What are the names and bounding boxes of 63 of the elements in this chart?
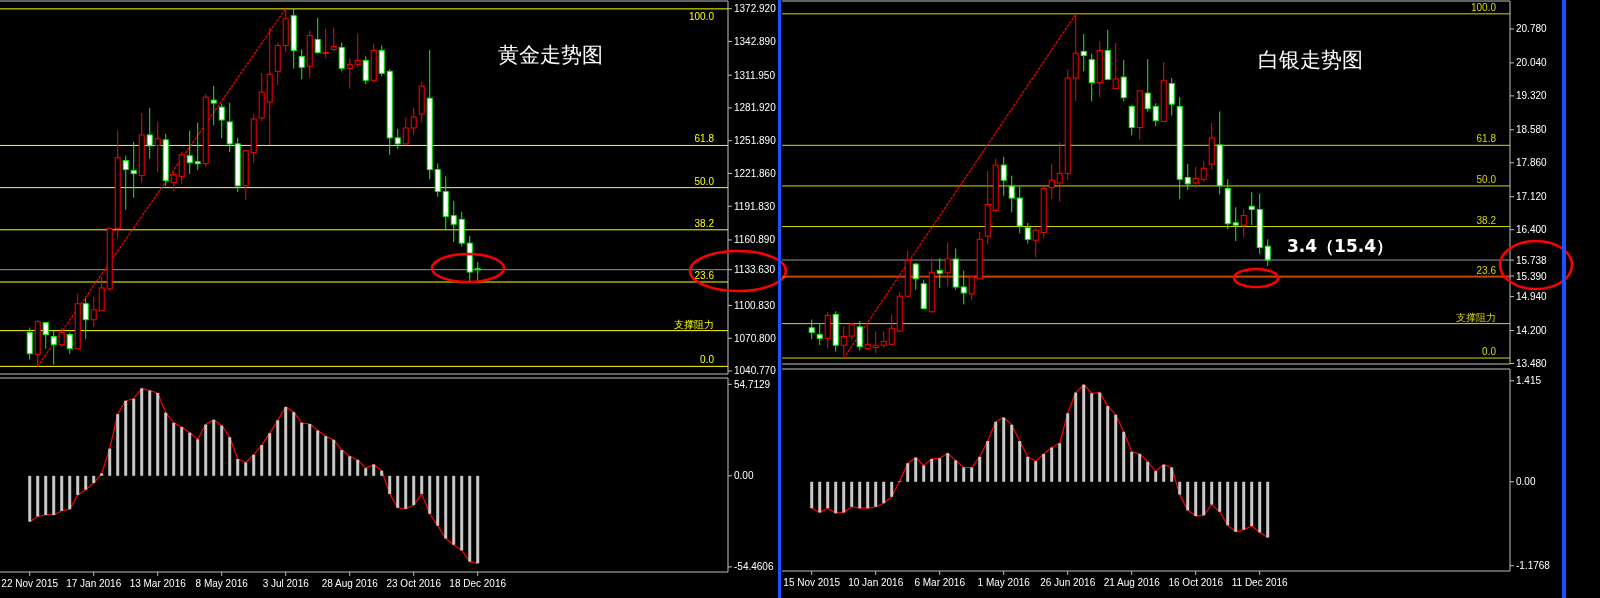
x-tick-label: 21 Aug 2016 xyxy=(1103,577,1161,588)
text: 黄金走势图 xyxy=(497,43,603,67)
y-tick-label: -54.4606 xyxy=(734,561,774,573)
x-tick-label: 1 May 2016 xyxy=(977,577,1031,588)
y-tick-label: 1160.890 xyxy=(734,234,776,246)
y-tick-label: 54.7129 xyxy=(734,378,771,390)
x-tick-label: 15 Nov 2015 xyxy=(783,577,841,588)
x-tick-label: 6 Mar 2016 xyxy=(914,577,966,588)
x-tick-label: 16 Oct 2016 xyxy=(1168,577,1224,588)
y-tick-label: 17.860 xyxy=(1516,157,1548,169)
x-tick-label: 8 May 2016 xyxy=(195,578,249,589)
y-tick-label: 0.00 xyxy=(1516,476,1536,488)
ref-line-label: 61.8 xyxy=(1476,133,1497,145)
y-tick-label: 15.738 xyxy=(1516,254,1548,266)
ref-line-label: 38.2 xyxy=(1476,214,1497,226)
y-tick-label: 20.040 xyxy=(1516,57,1548,69)
ref-line-label: 0.0 xyxy=(1482,346,1497,358)
x-tick-label: 11 Dec 2016 xyxy=(1231,577,1289,588)
y-tick-label: 1070.800 xyxy=(734,332,777,344)
x-tick-label: 13 Mar 2016 xyxy=(129,578,187,589)
y-tick-label: 14.200 xyxy=(1516,325,1548,337)
y-tick-label: -1.1768 xyxy=(1516,560,1551,572)
y-tick-label: 1221.860 xyxy=(734,167,777,179)
ref-line-label: 0.0 xyxy=(700,354,715,366)
y-tick-label: 1251.890 xyxy=(734,135,777,147)
y-tick-label: 0.00 xyxy=(734,470,754,482)
x-tick-label: 28 Aug 2016 xyxy=(321,578,379,589)
y-tick-label: 1372.920 xyxy=(734,3,777,15)
ref-line-label: 61.8 xyxy=(694,133,715,145)
y-tick-label: 1191.830 xyxy=(734,200,776,212)
y-tick-label: 13.480 xyxy=(1516,358,1548,370)
y-tick-label: 1040.770 xyxy=(734,365,777,377)
ref-line-label: 支撑阻力 xyxy=(674,318,714,330)
x-tick-label: 23 Oct 2016 xyxy=(386,578,442,589)
y-tick-label: 1342.890 xyxy=(734,35,777,47)
y-tick-label: 18.580 xyxy=(1516,124,1548,136)
y-tick-label: 16.400 xyxy=(1516,224,1548,236)
y-tick-label: 15.390 xyxy=(1516,270,1548,282)
ref-line-label: 100.0 xyxy=(688,10,715,22)
ref-line-label: 50.0 xyxy=(694,175,715,187)
text: 白银走势图 xyxy=(1257,48,1363,72)
y-tick-label: 1311.950 xyxy=(734,69,776,81)
y-tick-label: 1100.830 xyxy=(734,299,776,311)
ref-line-label: 23.6 xyxy=(1476,264,1497,276)
y-tick-label: 17.120 xyxy=(1516,191,1548,203)
y-tick-label: 1133.630 xyxy=(734,264,776,276)
y-tick-label: 14.940 xyxy=(1516,291,1548,303)
ref-line-label: 支撑阻力 xyxy=(1456,311,1496,323)
y-tick-label: 1281.920 xyxy=(734,102,777,114)
x-tick-label: 18 Dec 2016 xyxy=(449,578,507,589)
x-tick-label: 17 Jan 2016 xyxy=(66,578,122,589)
x-tick-label: 26 Jun 2016 xyxy=(1040,577,1096,588)
ref-line-label: 23.6 xyxy=(694,270,715,282)
x-tick-label: 22 Nov 2015 xyxy=(1,578,59,589)
ref-line-label: 50.0 xyxy=(1476,173,1497,185)
y-tick-label: 1.415 xyxy=(1516,375,1542,387)
ref-line-label: 100.0 xyxy=(1470,1,1497,13)
y-tick-label: 20.780 xyxy=(1516,23,1548,35)
x-tick-label: 3 Jul 2016 xyxy=(262,578,310,589)
annotation: 3.4（15.4） xyxy=(1286,236,1394,256)
ref-line-label: 38.2 xyxy=(694,217,715,229)
x-tick-label: 10 Jan 2016 xyxy=(848,577,904,588)
y-tick-label: 19.320 xyxy=(1516,90,1548,102)
